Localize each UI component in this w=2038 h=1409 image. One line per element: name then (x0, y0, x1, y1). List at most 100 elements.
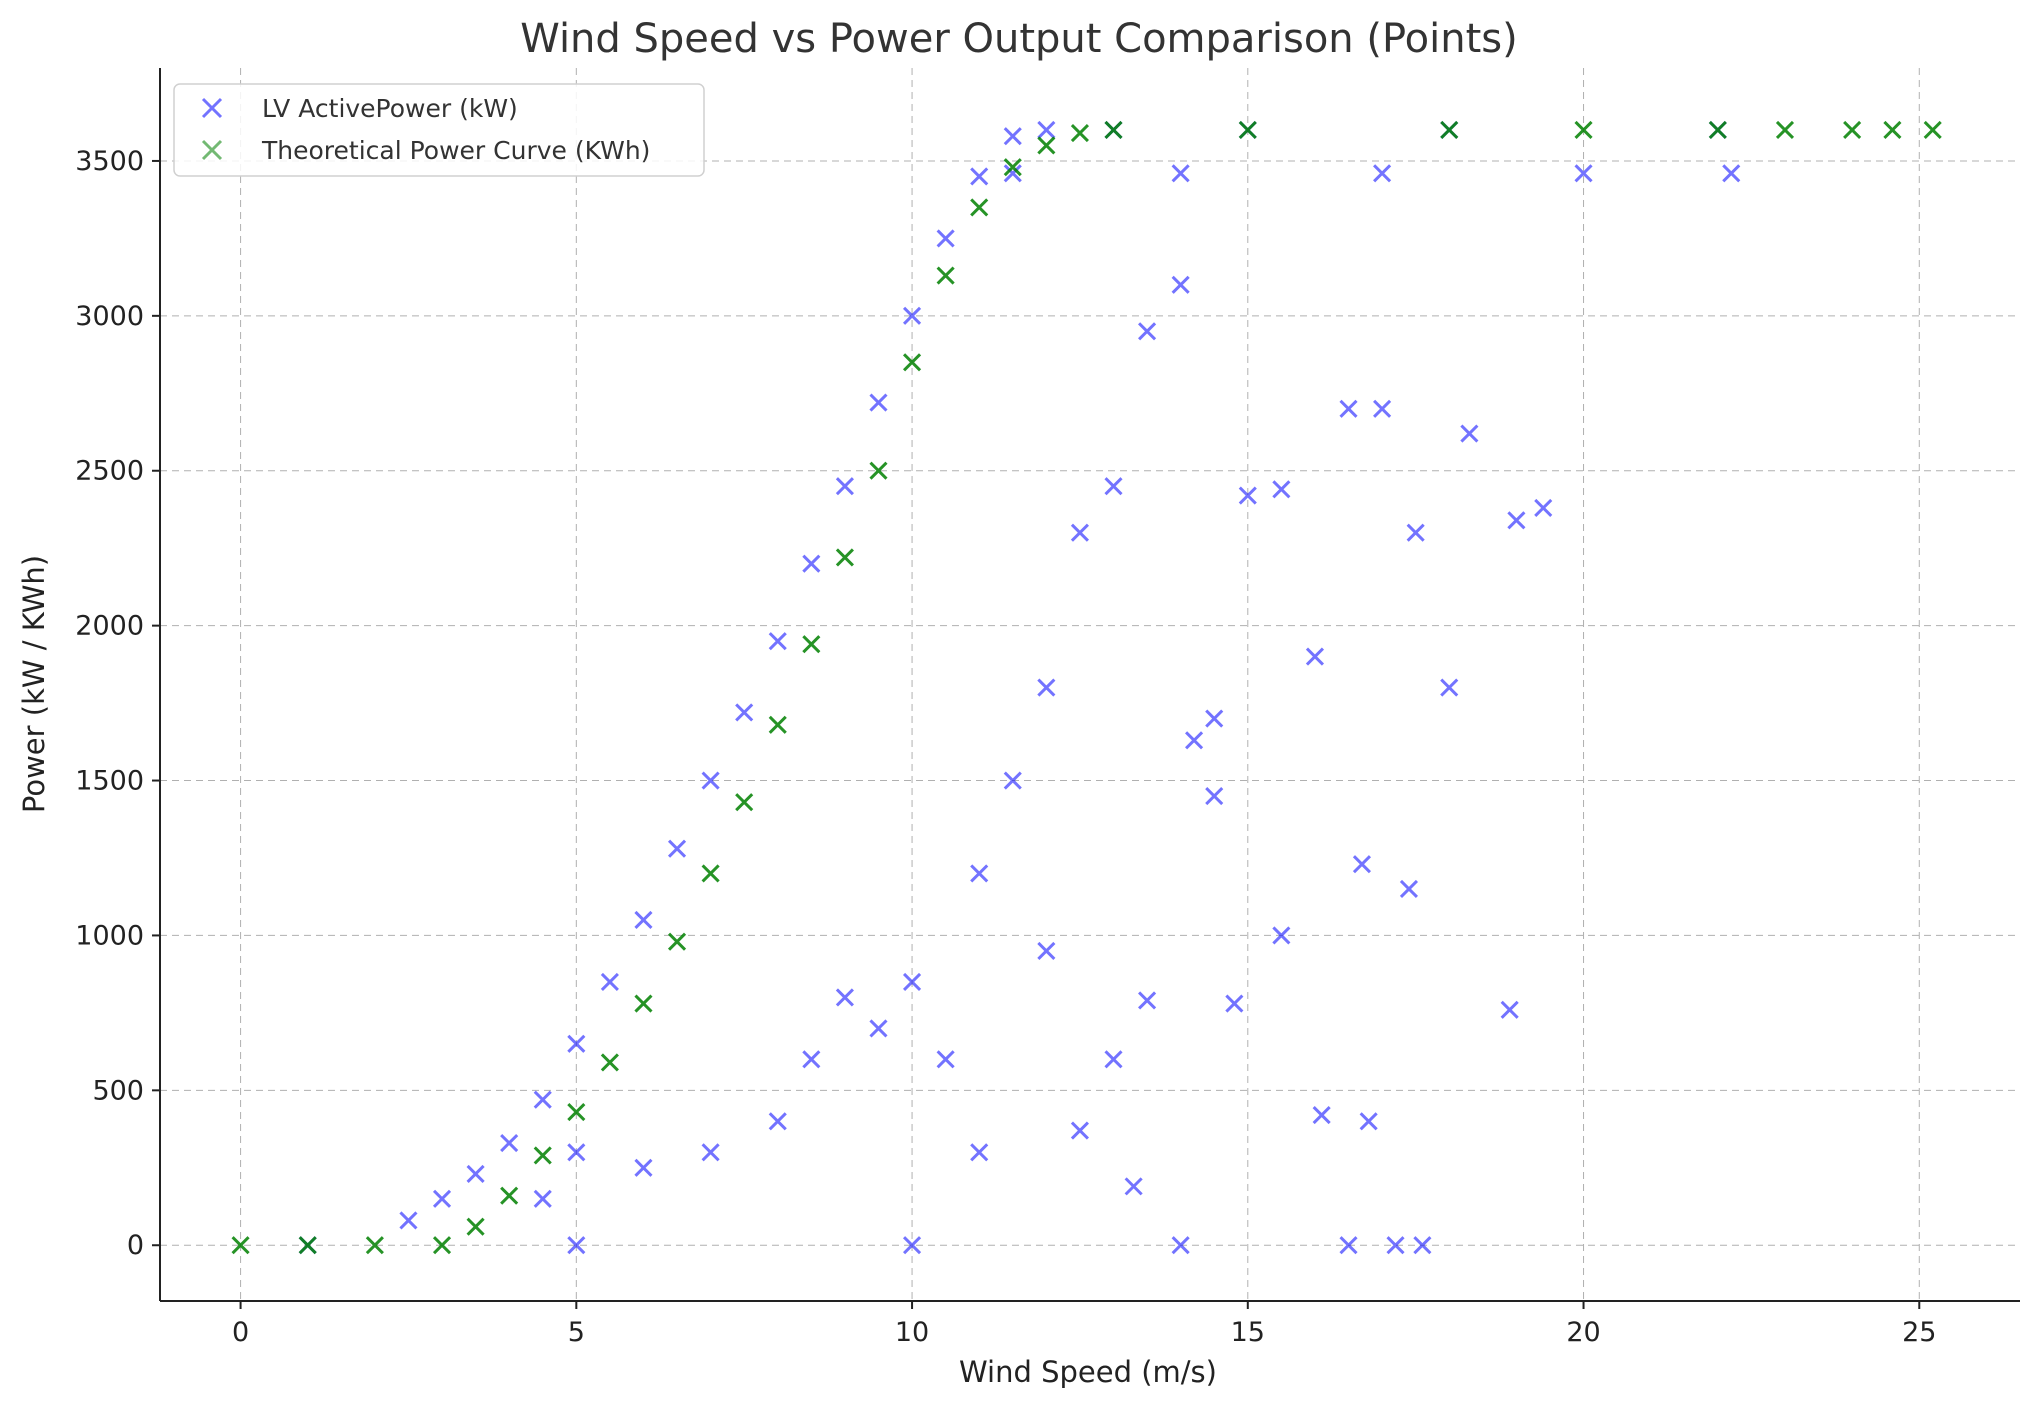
data-point (1373, 399, 1392, 418)
data-point (1171, 275, 1190, 294)
data-point (365, 1236, 384, 1255)
data-point (1574, 164, 1593, 183)
data-point (399, 1211, 418, 1230)
x-tick-label: 25 (1902, 1317, 1936, 1348)
data-point (533, 1090, 552, 1109)
data-point (768, 715, 787, 734)
data-point (835, 477, 854, 496)
data-point (735, 793, 754, 812)
data-point (1574, 120, 1593, 140)
legend-box (173, 83, 705, 177)
data-point (634, 910, 653, 930)
data-point (1238, 486, 1257, 505)
data-point (1003, 164, 1022, 183)
data-point (634, 994, 653, 1013)
data-point (902, 972, 922, 991)
data-point (970, 198, 989, 217)
data-point (1440, 120, 1459, 140)
data-point (634, 1158, 653, 1177)
data-point (936, 266, 955, 285)
data-point (1003, 127, 1022, 146)
data-point (1037, 678, 1056, 697)
data-point (567, 1143, 586, 1162)
data-point (1037, 136, 1056, 155)
data-point (835, 548, 854, 567)
data-point (970, 1143, 989, 1162)
y-tick-label: 2000 (75, 611, 144, 642)
data-point (869, 1019, 888, 1038)
legend: LV ActivePower (kW) Theoretical Power Cur… (173, 83, 705, 177)
y-axis-label: Power (kW / KWh) (17, 555, 51, 813)
legend-marker (201, 139, 223, 161)
data-point (1883, 120, 1902, 140)
x-tick-label: 10 (895, 1317, 929, 1348)
data-point (1070, 523, 1089, 542)
data-point (1205, 709, 1224, 728)
data-point (1171, 164, 1190, 183)
data-point (667, 839, 687, 858)
chart-title: Wind Speed vs Power Output Comparison (P… (520, 16, 1517, 62)
legend-label: Theoretical Power Curve (KWh) (261, 136, 650, 165)
data-point (1138, 991, 1157, 1010)
data-point (466, 1217, 485, 1236)
data-point (802, 554, 821, 573)
data-point (1104, 120, 1123, 140)
data-point (1238, 120, 1257, 140)
data-point (1171, 1236, 1190, 1255)
y-tick-label: 3500 (75, 146, 144, 177)
data-point (1399, 879, 1419, 899)
data-point (970, 167, 989, 186)
data-point (1104, 1050, 1123, 1069)
data-point (936, 229, 955, 248)
data-point (768, 632, 787, 651)
data-point (802, 635, 821, 654)
data-point (533, 1189, 552, 1208)
data-point (1272, 480, 1291, 499)
x-axis-label: Wind Speed (m/s) (959, 1355, 1217, 1389)
data-point (432, 1236, 452, 1255)
data-point (1373, 164, 1392, 183)
data-point (1037, 941, 1056, 960)
data-point (1003, 771, 1022, 790)
x-tick-label: 20 (1566, 1317, 1600, 1348)
series-1 (298, 120, 1741, 1255)
data-point (600, 1053, 619, 1072)
data-point (1225, 994, 1244, 1013)
data-point (1138, 322, 1157, 341)
data-point (1500, 1000, 1519, 1019)
data-point (1124, 1177, 1143, 1196)
data-point (1359, 1112, 1378, 1131)
data-point (835, 988, 854, 1007)
data-point (869, 393, 888, 412)
data-point (567, 1034, 586, 1053)
data-point (1534, 498, 1553, 517)
data-point (1003, 158, 1022, 177)
data-point (1104, 477, 1123, 496)
data-point (1037, 120, 1056, 140)
legend-marker (201, 97, 223, 119)
series-layer (231, 120, 1942, 1255)
y-tick-label: 1500 (75, 766, 144, 797)
data-point (1339, 399, 1358, 418)
y-tick-label: 1000 (75, 920, 144, 951)
data-point (1305, 647, 1325, 666)
data-point (500, 1186, 519, 1205)
data-point (1406, 523, 1425, 542)
data-point (667, 932, 687, 951)
grid (160, 68, 2020, 1301)
axes (159, 68, 2020, 1302)
data-point (701, 864, 720, 883)
data-point (1722, 164, 1741, 183)
series-2 (231, 120, 1942, 1255)
data-point (802, 1050, 821, 1069)
data-point (1440, 678, 1459, 697)
data-point (1843, 120, 1862, 140)
y-tick-label: 2500 (75, 456, 144, 487)
data-point (567, 1102, 586, 1122)
data-point (735, 703, 754, 722)
data-point (701, 1143, 720, 1162)
data-point (1386, 1236, 1405, 1255)
data-point (1708, 120, 1727, 140)
data-point (1070, 1121, 1089, 1140)
